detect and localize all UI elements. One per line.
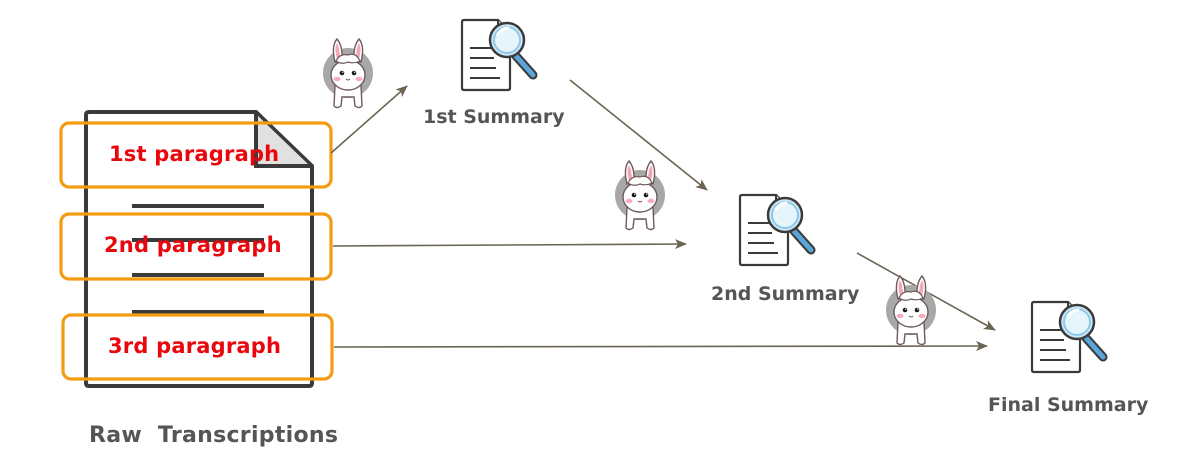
- arrow-summary1-to-summary2: [569, 79, 708, 191]
- paragraph-box-2: [59, 212, 333, 281]
- summary-label-final: Final Summary: [988, 394, 1149, 416]
- paragraph-box-1: [59, 121, 333, 189]
- paragraph-label-3: 3rd paragraph: [108, 334, 282, 358]
- summary-label-1: 1st Summary: [423, 106, 565, 128]
- source-caption: Raw Transcriptions: [89, 423, 339, 448]
- document-magnifier-icon: [1032, 302, 1103, 372]
- llama-icon: [614, 160, 666, 231]
- paragraph-label-2: 2nd paragraph: [104, 233, 282, 257]
- llama-icon: [885, 275, 937, 346]
- document-magnifier-icon: [740, 195, 811, 265]
- document-magnifier-icon: [462, 20, 533, 90]
- arrow-paragraph2-to-summary2: [332, 239, 687, 250]
- raw-transcription-document-icon: [84, 110, 314, 388]
- arrow-paragraph1-to-summary1: [330, 85, 408, 154]
- paragraph-box-3: [61, 313, 334, 381]
- paragraph-label-1: 1st paragraph: [109, 142, 280, 166]
- llama-icon: [322, 38, 374, 109]
- arrow-paragraph3-to-final: [333, 341, 988, 352]
- summary-label-2: 2nd Summary: [711, 283, 860, 305]
